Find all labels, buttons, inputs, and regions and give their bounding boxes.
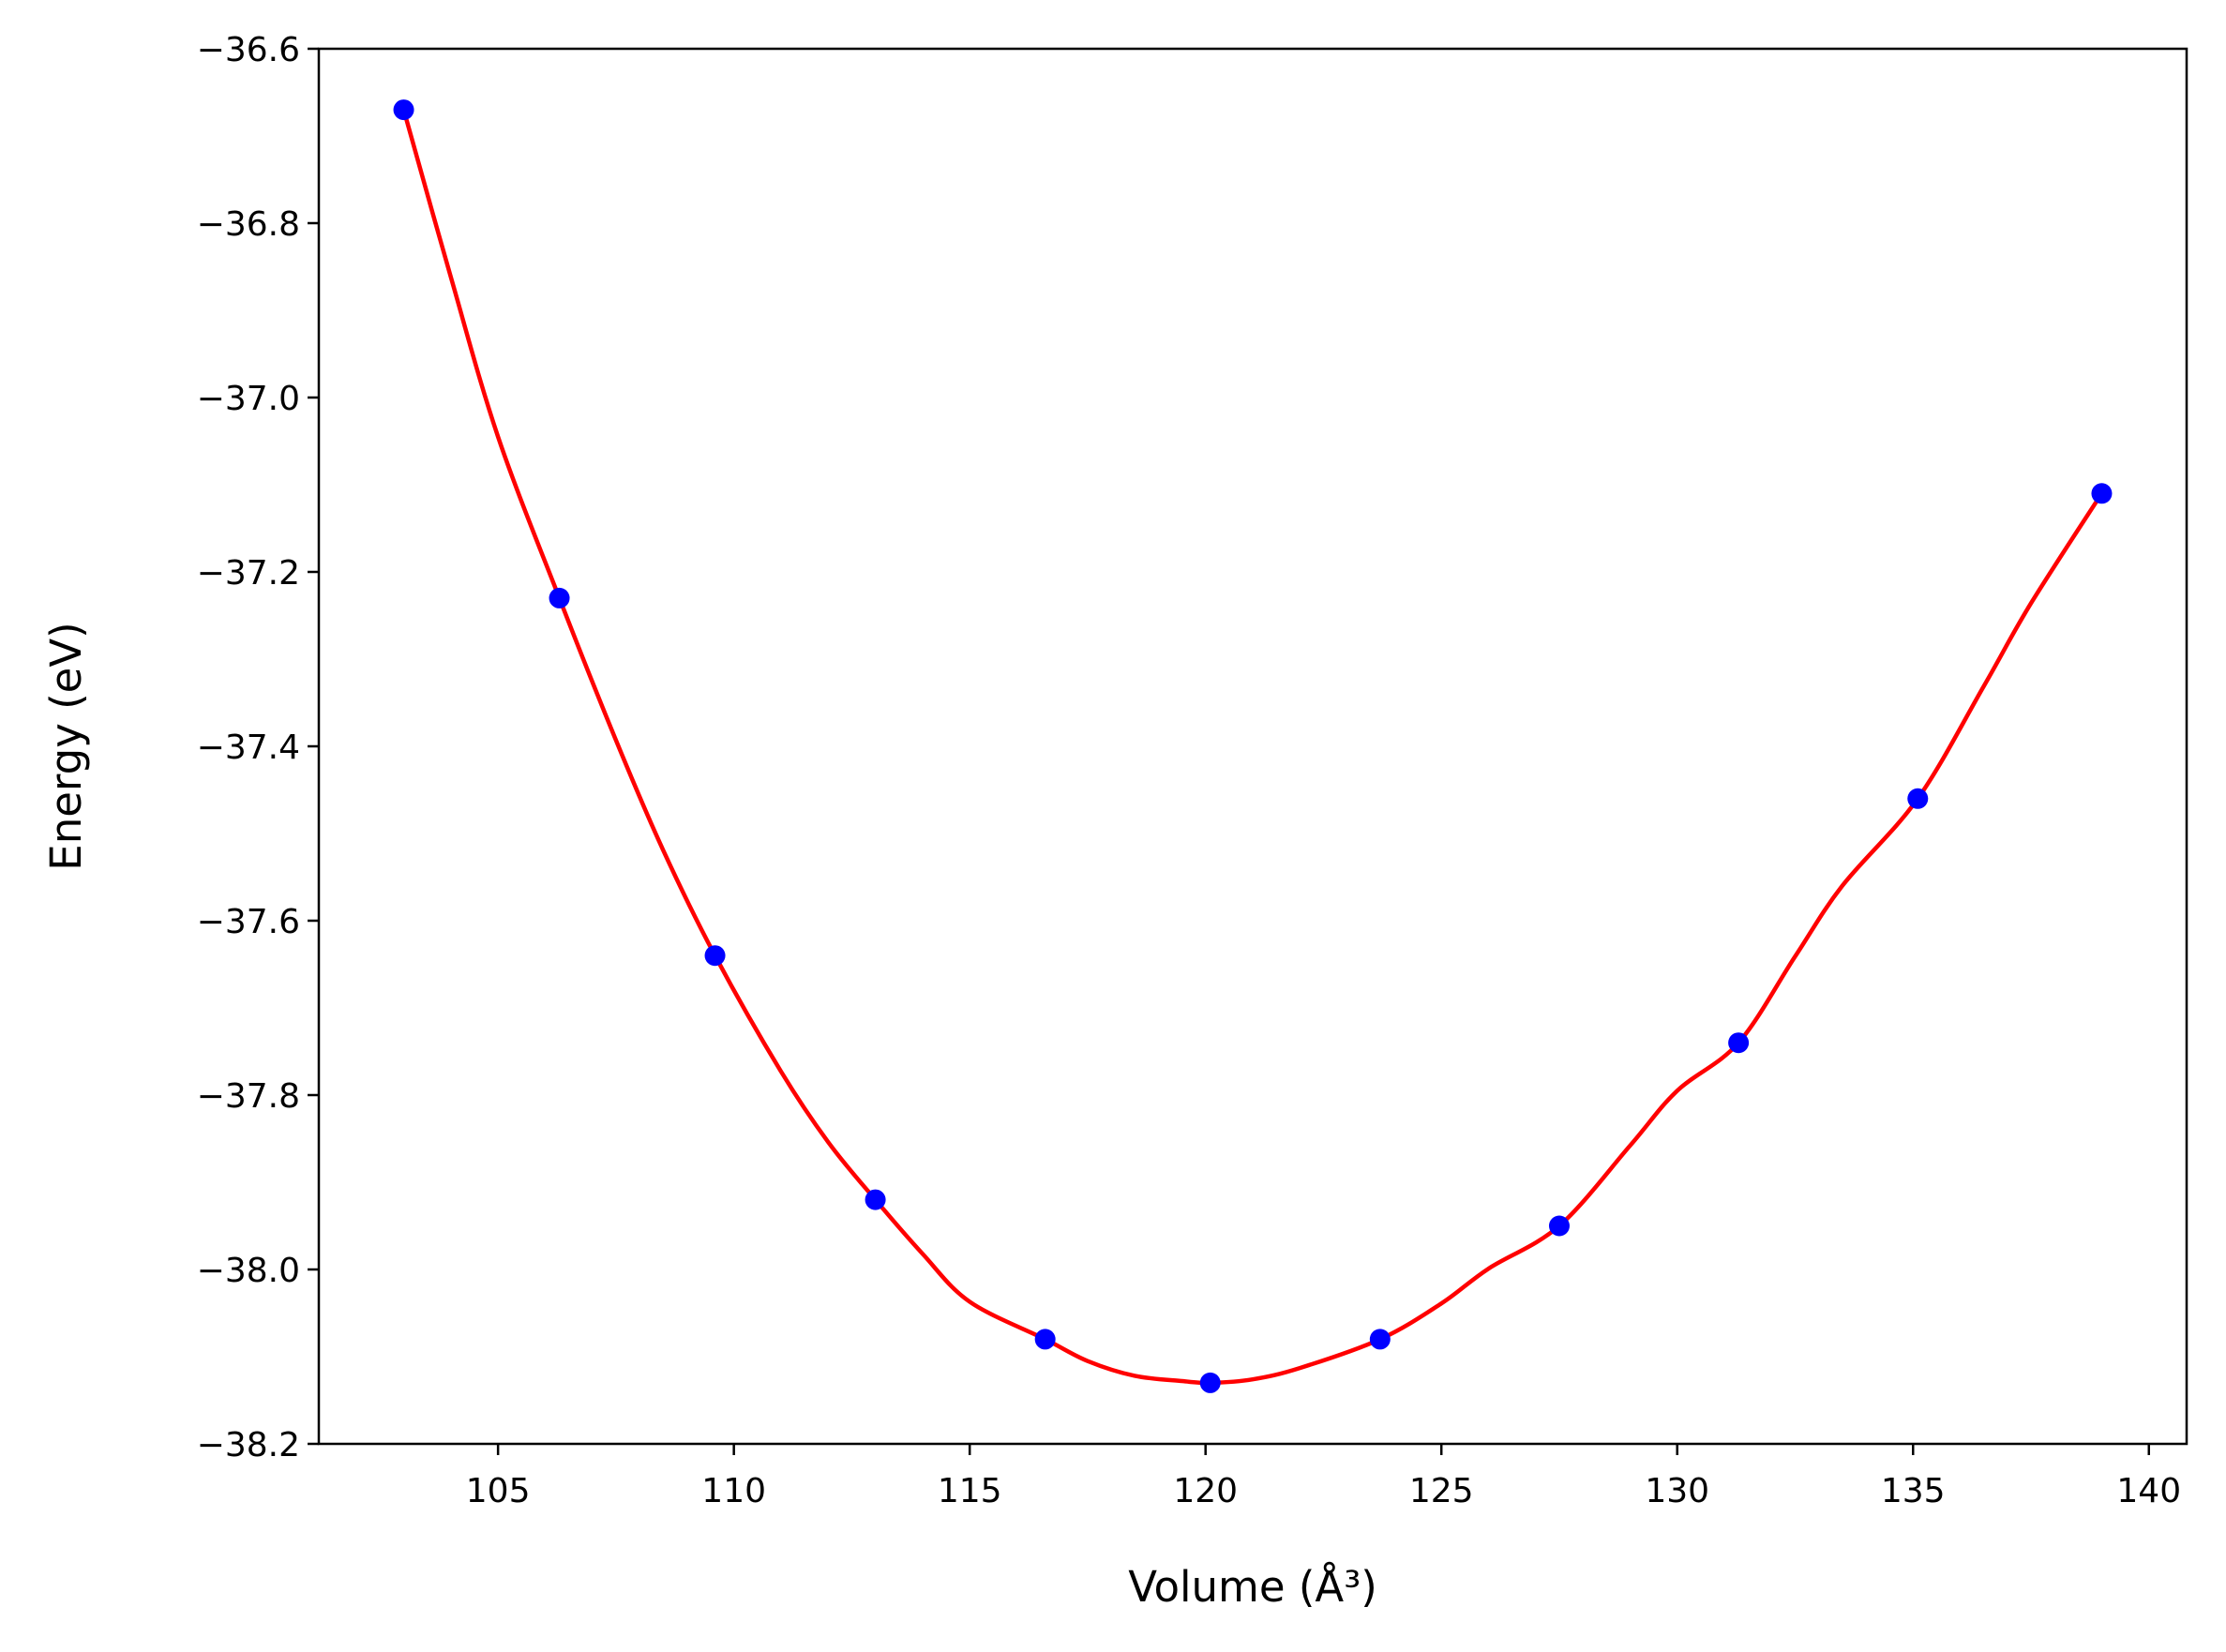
data-point bbox=[1907, 788, 1929, 809]
series-layer bbox=[393, 99, 2113, 1393]
x-tick-label: 105 bbox=[466, 1472, 531, 1510]
x-tick-label: 120 bbox=[1173, 1472, 1238, 1510]
y-axis-label: Energy (eV) bbox=[41, 622, 91, 870]
y-axis: −36.6 −36.8 −37.0 −37.2 −37.4 −37.6 −37.8 −38.0… bbox=[197, 31, 319, 1464]
x-tick-label: 115 bbox=[938, 1472, 1002, 1510]
y-tick-label: −38.2 bbox=[197, 1426, 300, 1464]
y-tick-label: −37.8 bbox=[197, 1077, 300, 1116]
x-tick-label: 110 bbox=[701, 1472, 766, 1510]
data-point bbox=[1199, 1372, 1221, 1393]
x-tick-label: 130 bbox=[1645, 1472, 1709, 1510]
x-tick-label: 140 bbox=[2116, 1472, 2181, 1510]
y-tick-label: −37.4 bbox=[197, 728, 300, 767]
data-point bbox=[1548, 1215, 1570, 1237]
y-tick-label: −36.6 bbox=[197, 31, 300, 69]
x-axis: 105 110 115 120 125 130 135 140 bbox=[466, 1444, 2181, 1510]
x-tick-label: 125 bbox=[1409, 1472, 1474, 1510]
data-point bbox=[704, 945, 726, 967]
data-point bbox=[393, 99, 414, 121]
x-axis-label: Volume (Å³) bbox=[1128, 1562, 1377, 1612]
fit-curve-line bbox=[401, 107, 2104, 1386]
data-point bbox=[1034, 1329, 1056, 1350]
data-point bbox=[865, 1189, 886, 1210]
data-point bbox=[1369, 1329, 1391, 1350]
y-tick-label: −36.8 bbox=[197, 205, 300, 244]
x-tick-label: 135 bbox=[1881, 1472, 1946, 1510]
data-point bbox=[549, 587, 570, 608]
y-tick-label: −38.0 bbox=[197, 1252, 300, 1290]
data-point bbox=[2091, 483, 2113, 504]
y-tick-label: −37.6 bbox=[197, 903, 300, 941]
data-point bbox=[1728, 1032, 1750, 1054]
y-tick-label: −37.2 bbox=[197, 554, 300, 593]
y-tick-label: −37.0 bbox=[197, 380, 300, 418]
